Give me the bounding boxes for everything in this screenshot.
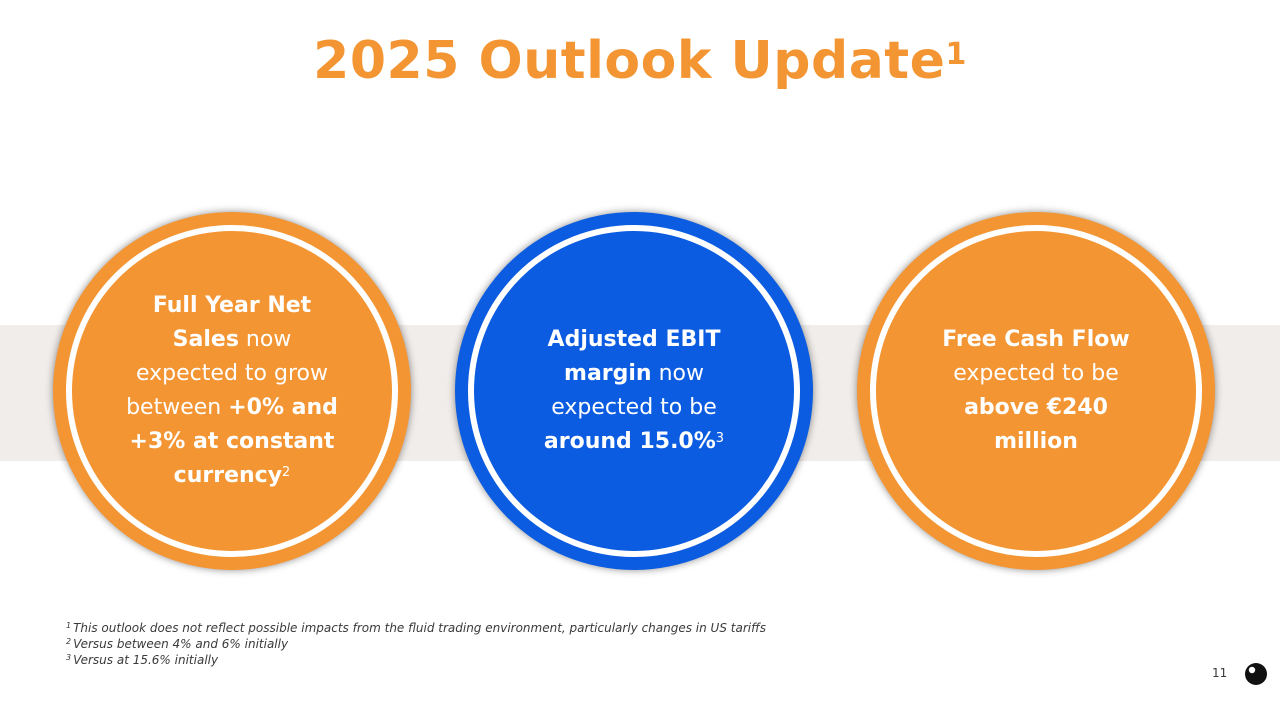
circle-text-segment: expected to grow — [136, 361, 328, 386]
free-cash-flow-circle-ring — [870, 225, 1202, 557]
circle-text-line: margin now — [455, 357, 813, 391]
circle-text-segment: 3 — [715, 431, 725, 446]
circle-text-segment: now — [651, 361, 704, 386]
circle-text-line: million — [857, 425, 1215, 459]
circle-text-segment: now — [238, 327, 292, 352]
circle-text-segment: currency — [173, 463, 283, 488]
circle-text-line: Adjusted EBIT — [455, 323, 813, 357]
circle-text-line: Sales now — [53, 323, 411, 357]
footnotes: 1 This outlook does not reflect possible … — [66, 620, 766, 668]
slide-title-footnote-ref: 1 — [945, 37, 967, 72]
circle-text-segment: around 15.0% — [543, 429, 716, 454]
circle-text-segment: expected to be — [551, 395, 717, 420]
slide-title-text: 2025 Outlook Update — [313, 31, 946, 91]
circle-text-line: expected to be — [455, 391, 813, 425]
free-cash-flow-circle: Free Cash Flow expected to be above €240 mi… — [857, 212, 1215, 570]
circle-text-segment: +0% and — [228, 395, 338, 420]
footnote-3: 3 Versus at 15.6% initially — [66, 653, 219, 667]
circle-text-segment: +3% at constant — [129, 429, 335, 454]
circle-text-segment: Free Cash Flow — [942, 327, 1130, 352]
net-sales-circle-ring — [66, 225, 398, 557]
circle-text-segment: Sales — [172, 327, 239, 352]
circle-text-line: expected to grow — [53, 357, 411, 391]
page-number: 11 — [1212, 666, 1228, 680]
circle-text-line: Free Cash Flow — [857, 323, 1215, 357]
circle-text-line: expected to be — [857, 357, 1215, 391]
circle-text-line: between +0% and — [53, 391, 411, 425]
circle-text-segment: 2 — [282, 465, 291, 480]
ebit-margin-text: Adjusted EBIT margin now expected to be aro… — [455, 323, 813, 459]
circle-text-line: above €240 — [857, 391, 1215, 425]
circle-text-line: currency2 — [53, 459, 411, 493]
circle-text-segment: Adjusted EBIT — [547, 327, 721, 352]
circle-text-segment: Full Year Net — [152, 293, 312, 318]
free-cash-flow-text: Free Cash Flow expected to be above €240 mi… — [857, 323, 1215, 459]
slide-title: 2025 Outlook Update1 — [0, 26, 1280, 96]
footnote-1: 1 This outlook does not reflect possible … — [66, 621, 766, 635]
circle-text-line: around 15.0%3 — [455, 425, 813, 459]
circle-text-line: Full Year Net — [53, 289, 411, 323]
circle-text-segment: between — [126, 395, 229, 420]
circle-text-line: +3% at constant — [53, 425, 411, 459]
circle-text-segment: million — [994, 429, 1078, 454]
net-sales-text: Full Year Net Sales now expected to grow be… — [53, 289, 411, 493]
net-sales-circle: Full Year Net Sales now expected to grow be… — [53, 212, 411, 570]
circle-text-segment: expected to be — [953, 361, 1119, 386]
footnote-2: 2 Versus between 4% and 6% initially — [66, 637, 289, 651]
ebit-margin-circle: Adjusted EBIT margin now expected to be aro… — [455, 212, 813, 570]
circle-text-segment: margin — [564, 361, 652, 386]
ebit-margin-circle-ring — [468, 225, 800, 557]
circle-text-segment: above €240 — [964, 395, 1108, 420]
round-black-logo-icon — [1245, 663, 1267, 685]
